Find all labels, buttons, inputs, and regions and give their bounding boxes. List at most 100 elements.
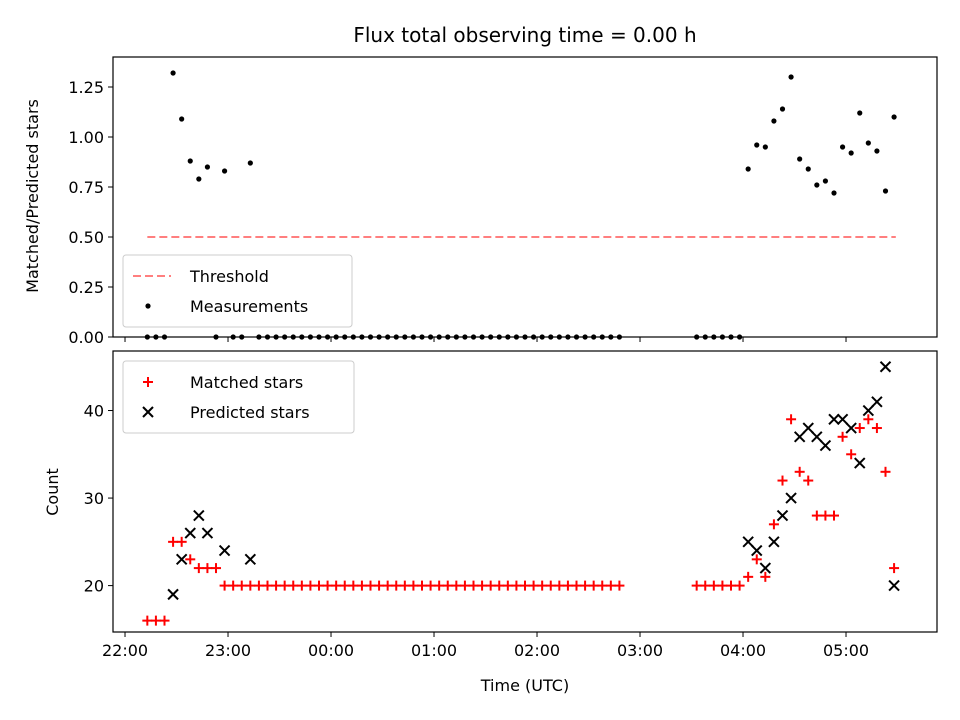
bottom-frame	[112, 350, 938, 633]
matched-star-point	[245, 580, 256, 591]
predicted-star-point	[184, 527, 196, 539]
chart-title: Flux total observing time = 0.00 h	[353, 23, 696, 47]
measurement-point	[882, 188, 889, 194]
measurement-point	[874, 148, 880, 154]
matched-star-point	[520, 580, 530, 591]
matched-star-point	[477, 580, 488, 591]
matched-star-point	[854, 423, 865, 434]
top-frame	[112, 56, 938, 338]
predicted-star-point	[742, 536, 754, 548]
matched-star-point	[837, 431, 848, 442]
matched-star-point	[528, 580, 539, 591]
measurement-point	[247, 160, 253, 166]
matched-star-point	[571, 580, 582, 591]
matched-star-point	[339, 580, 350, 591]
legend-label: Predicted stars	[190, 403, 310, 422]
matched-star-point	[296, 580, 307, 591]
matched-star-point	[142, 615, 153, 626]
top-y-tick-label: 0.00	[68, 328, 104, 347]
matched-star-point	[322, 580, 333, 591]
measurement-point	[170, 70, 176, 76]
matched-star-point	[176, 536, 187, 547]
matched-star-point	[537, 580, 548, 591]
matched-star-point	[253, 580, 264, 591]
matched-star-point	[271, 580, 282, 591]
measurement-point	[797, 156, 803, 162]
predicted-star-point	[776, 509, 789, 522]
matched-star-point	[425, 580, 436, 591]
matched-star-point	[451, 580, 462, 591]
predicted-star-point	[751, 544, 763, 557]
x-axis-label: Time (UTC)	[480, 676, 569, 695]
predicted-star-point	[854, 457, 866, 469]
matched-star-point	[219, 580, 230, 591]
ratio-plot: 0.00 0.25 0.50 0.75 1.00 1.25 Threshold Measure…	[68, 56, 938, 347]
predicted-star-point	[845, 422, 857, 434]
x-tick-label: 05:00	[823, 641, 869, 660]
matched-star-point	[614, 580, 625, 591]
bottom-y-axis-label: Count	[43, 468, 62, 516]
top-y-tick-label: 0.50	[68, 228, 104, 247]
matched-star-point	[468, 580, 479, 591]
matched-star-point	[734, 580, 745, 591]
matched-star-point	[262, 580, 273, 591]
matched-star-point	[185, 554, 196, 565]
legend-item: Matched stars	[143, 373, 303, 392]
bottom-legend: Matched stars Predicted stars	[122, 360, 355, 434]
matched-star-point	[889, 563, 900, 574]
matched-star-point	[726, 580, 736, 591]
predicted-star-point	[768, 536, 780, 548]
matched-star-point	[743, 571, 754, 582]
bottom-y-tick-label: 40	[84, 402, 104, 421]
matched-star-point	[494, 580, 505, 591]
matched-star-point	[751, 554, 762, 565]
predicted-star-point	[802, 422, 814, 434]
top-y-tick-label: 0.75	[68, 178, 104, 197]
x-tick-label: 23:00	[205, 641, 251, 660]
measurement-point	[745, 166, 751, 172]
top-y-axis-label: Matched/Predicted stars	[23, 99, 42, 293]
matched-star-point	[760, 571, 771, 582]
top-legend: Threshold Measurements	[122, 254, 353, 328]
matched-star-point	[871, 423, 882, 434]
predicted-star-point	[218, 544, 231, 557]
bottom-y-tick-label: 30	[84, 489, 104, 508]
matched-star-point	[580, 580, 591, 591]
top-y-tick-label: 0.25	[68, 278, 104, 297]
x-tick-label: 22:00	[102, 641, 148, 660]
matched-star-point	[228, 580, 239, 591]
predicted-star-point	[759, 562, 772, 574]
matched-star-point	[880, 466, 891, 477]
matched-star-point	[399, 580, 410, 591]
measurement-point	[779, 106, 786, 112]
matched-star-point	[794, 466, 805, 477]
matched-star-point	[374, 580, 385, 591]
measurement-point	[771, 118, 777, 124]
bottom-series-matched-stars	[142, 414, 900, 626]
matched-star-point	[605, 580, 616, 591]
matched-star-point	[288, 580, 299, 591]
top-y-tick-label: 1.25	[68, 78, 104, 97]
predicted-star-point	[175, 553, 188, 566]
predicted-star-point	[785, 492, 797, 504]
matched-star-point	[588, 580, 599, 591]
measurement-point	[839, 144, 846, 150]
bottom-y-tick-label: 20	[84, 577, 104, 596]
matched-star-point	[700, 580, 711, 591]
matched-star-point	[314, 580, 324, 591]
predicted-star-point	[244, 553, 257, 566]
matched-star-point	[485, 580, 496, 591]
measurement-point	[822, 178, 829, 184]
legend-label: Threshold	[189, 267, 269, 286]
matched-star-point	[562, 580, 573, 591]
matched-star-point	[331, 580, 342, 591]
measurement-point	[754, 142, 760, 148]
matched-star-point	[863, 414, 874, 425]
matched-star-point	[391, 580, 402, 591]
matched-star-point	[820, 510, 831, 521]
top-y-tick-label: 1.00	[68, 128, 104, 147]
legend-item: Threshold	[133, 267, 269, 286]
predicted-star-point	[828, 413, 840, 425]
count-plot: 20 30 40 22:00 23:00 00:00 01:00 02:00 03:00 04:0…	[84, 350, 938, 660]
predicted-star-point	[811, 431, 823, 443]
